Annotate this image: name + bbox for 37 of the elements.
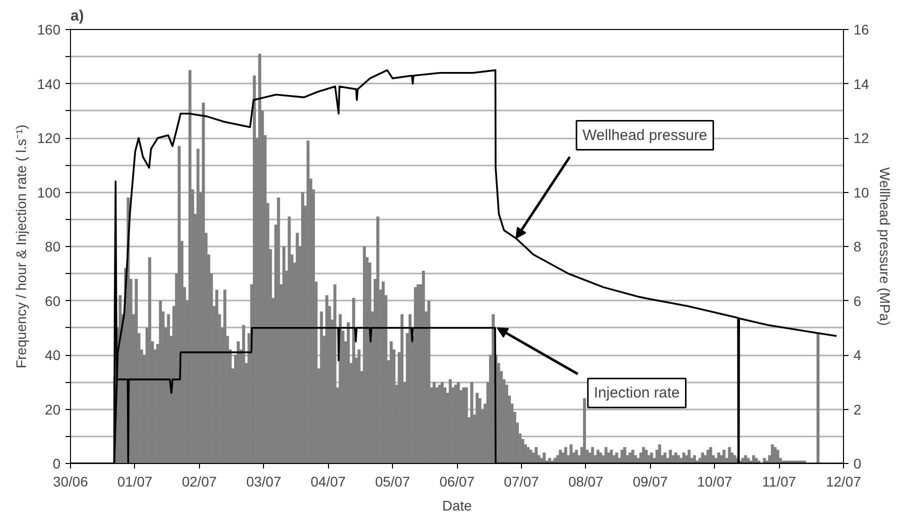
x-tick-label: 12/07	[826, 474, 862, 490]
x-tick-label: 06/07	[439, 474, 475, 490]
x-tick-label: 10/07	[697, 474, 732, 490]
x-tick-label: 07/07	[504, 474, 540, 490]
y2-tick-label: 4	[854, 347, 862, 363]
y-tick-label: 100	[37, 184, 61, 200]
y2-tick-label: 12	[854, 130, 870, 146]
x-tick-label: 01/07	[117, 474, 153, 490]
y-tick-label: 60	[44, 292, 61, 309]
y-axis-title: Frequency / hour & Injection rate ( l.s⁻¹)	[13, 124, 30, 368]
x-tick-label: 11/07	[762, 474, 796, 490]
y-tick-label: 20	[44, 401, 61, 418]
x-tick-label: 08/07	[568, 474, 604, 490]
x-axis-title: Date	[442, 498, 472, 514]
x-tick-label: 03/07	[246, 474, 282, 490]
y2-tick-label: 10	[854, 184, 870, 200]
y-tick-label: 140	[37, 76, 61, 92]
x-tick-label: 04/07	[310, 474, 346, 490]
y2-tick-label: 6	[854, 292, 862, 309]
x-tick-label: 09/07	[632, 474, 668, 490]
x-tick-label: 30/06	[52, 474, 88, 490]
y-tick-label: 160	[37, 22, 61, 38]
y-tick-label: 40	[44, 347, 61, 363]
y-tick-label: 120	[37, 130, 61, 146]
y-tick-label: 0	[52, 456, 61, 472]
y2-tick-label: 16	[854, 22, 870, 38]
chart-title: a)	[70, 8, 84, 24]
y2-axis-title: Wellhead pressure (MPa)	[877, 167, 894, 326]
annotation: Injection rate	[594, 384, 680, 402]
x-tick-label: 05/07	[375, 474, 410, 490]
x-tick-label: 02/07	[182, 474, 218, 490]
y2-tick-label: 14	[854, 76, 870, 92]
y2-tick-label: 0	[854, 456, 862, 472]
y2-tick-label: 2	[854, 401, 862, 418]
y-tick-label: 80	[44, 238, 61, 254]
annotation: Wellhead pressure	[582, 126, 708, 144]
y2-tick-label: 8	[854, 238, 862, 254]
